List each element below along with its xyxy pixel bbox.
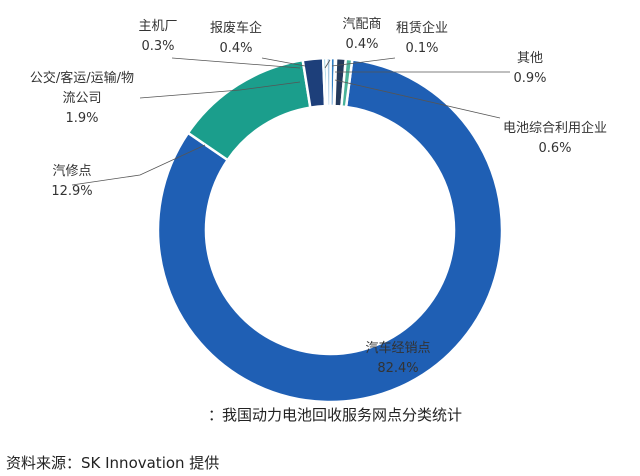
slice-value-1: 12.9% bbox=[51, 184, 92, 199]
slice-value-4: 0.4% bbox=[219, 41, 252, 56]
slice-value-7: 0.9% bbox=[513, 71, 546, 86]
slice-label-1: 汽修点 bbox=[52, 164, 91, 179]
leader-line-1 bbox=[71, 144, 206, 186]
slice-value-8: 0.6% bbox=[538, 141, 571, 156]
slice-1 bbox=[186, 58, 312, 162]
slice-label-8: 电池综合利用企业 bbox=[503, 120, 607, 136]
leader-lines bbox=[71, 57, 510, 186]
slice-value-6: 0.1% bbox=[405, 41, 438, 56]
chart-title-prefix: ： bbox=[208, 406, 223, 424]
slice-value-2: 1.9% bbox=[65, 111, 98, 126]
slice-0 bbox=[156, 58, 504, 404]
slice-label-7: 其他 bbox=[517, 51, 543, 66]
slice-label-5: 汽配商 bbox=[342, 17, 381, 32]
leader-line-6 bbox=[331, 57, 396, 67]
leader-line-5 bbox=[324, 59, 331, 69]
slice-label-6: 租赁企业 bbox=[396, 20, 448, 36]
leader-line-2 bbox=[139, 81, 301, 99]
slice-label-4: 报废车企 bbox=[210, 20, 262, 36]
slice-value-3: 0.3% bbox=[141, 39, 174, 54]
slice-value-5: 0.4% bbox=[345, 37, 378, 52]
chart-title: 我国动力电池回收服务网点分类统计 bbox=[222, 406, 462, 424]
leader-line-4 bbox=[261, 57, 306, 67]
slice-label-2-line-1: 流公司 bbox=[62, 91, 101, 106]
leader-line-3 bbox=[171, 57, 301, 69]
leader-line-8 bbox=[334, 79, 501, 119]
slice-label-0: 汽车经销点 bbox=[365, 340, 430, 356]
slice-label-2-line-0: 公交/客运/运输/物 bbox=[30, 70, 134, 86]
chart-source: 资料来源：SK Innovation 提供 bbox=[6, 454, 219, 472]
slice-label-3: 主机厂 bbox=[138, 19, 177, 34]
donut-slices bbox=[156, 56, 504, 404]
slice-value-0: 82.4% bbox=[377, 361, 418, 376]
